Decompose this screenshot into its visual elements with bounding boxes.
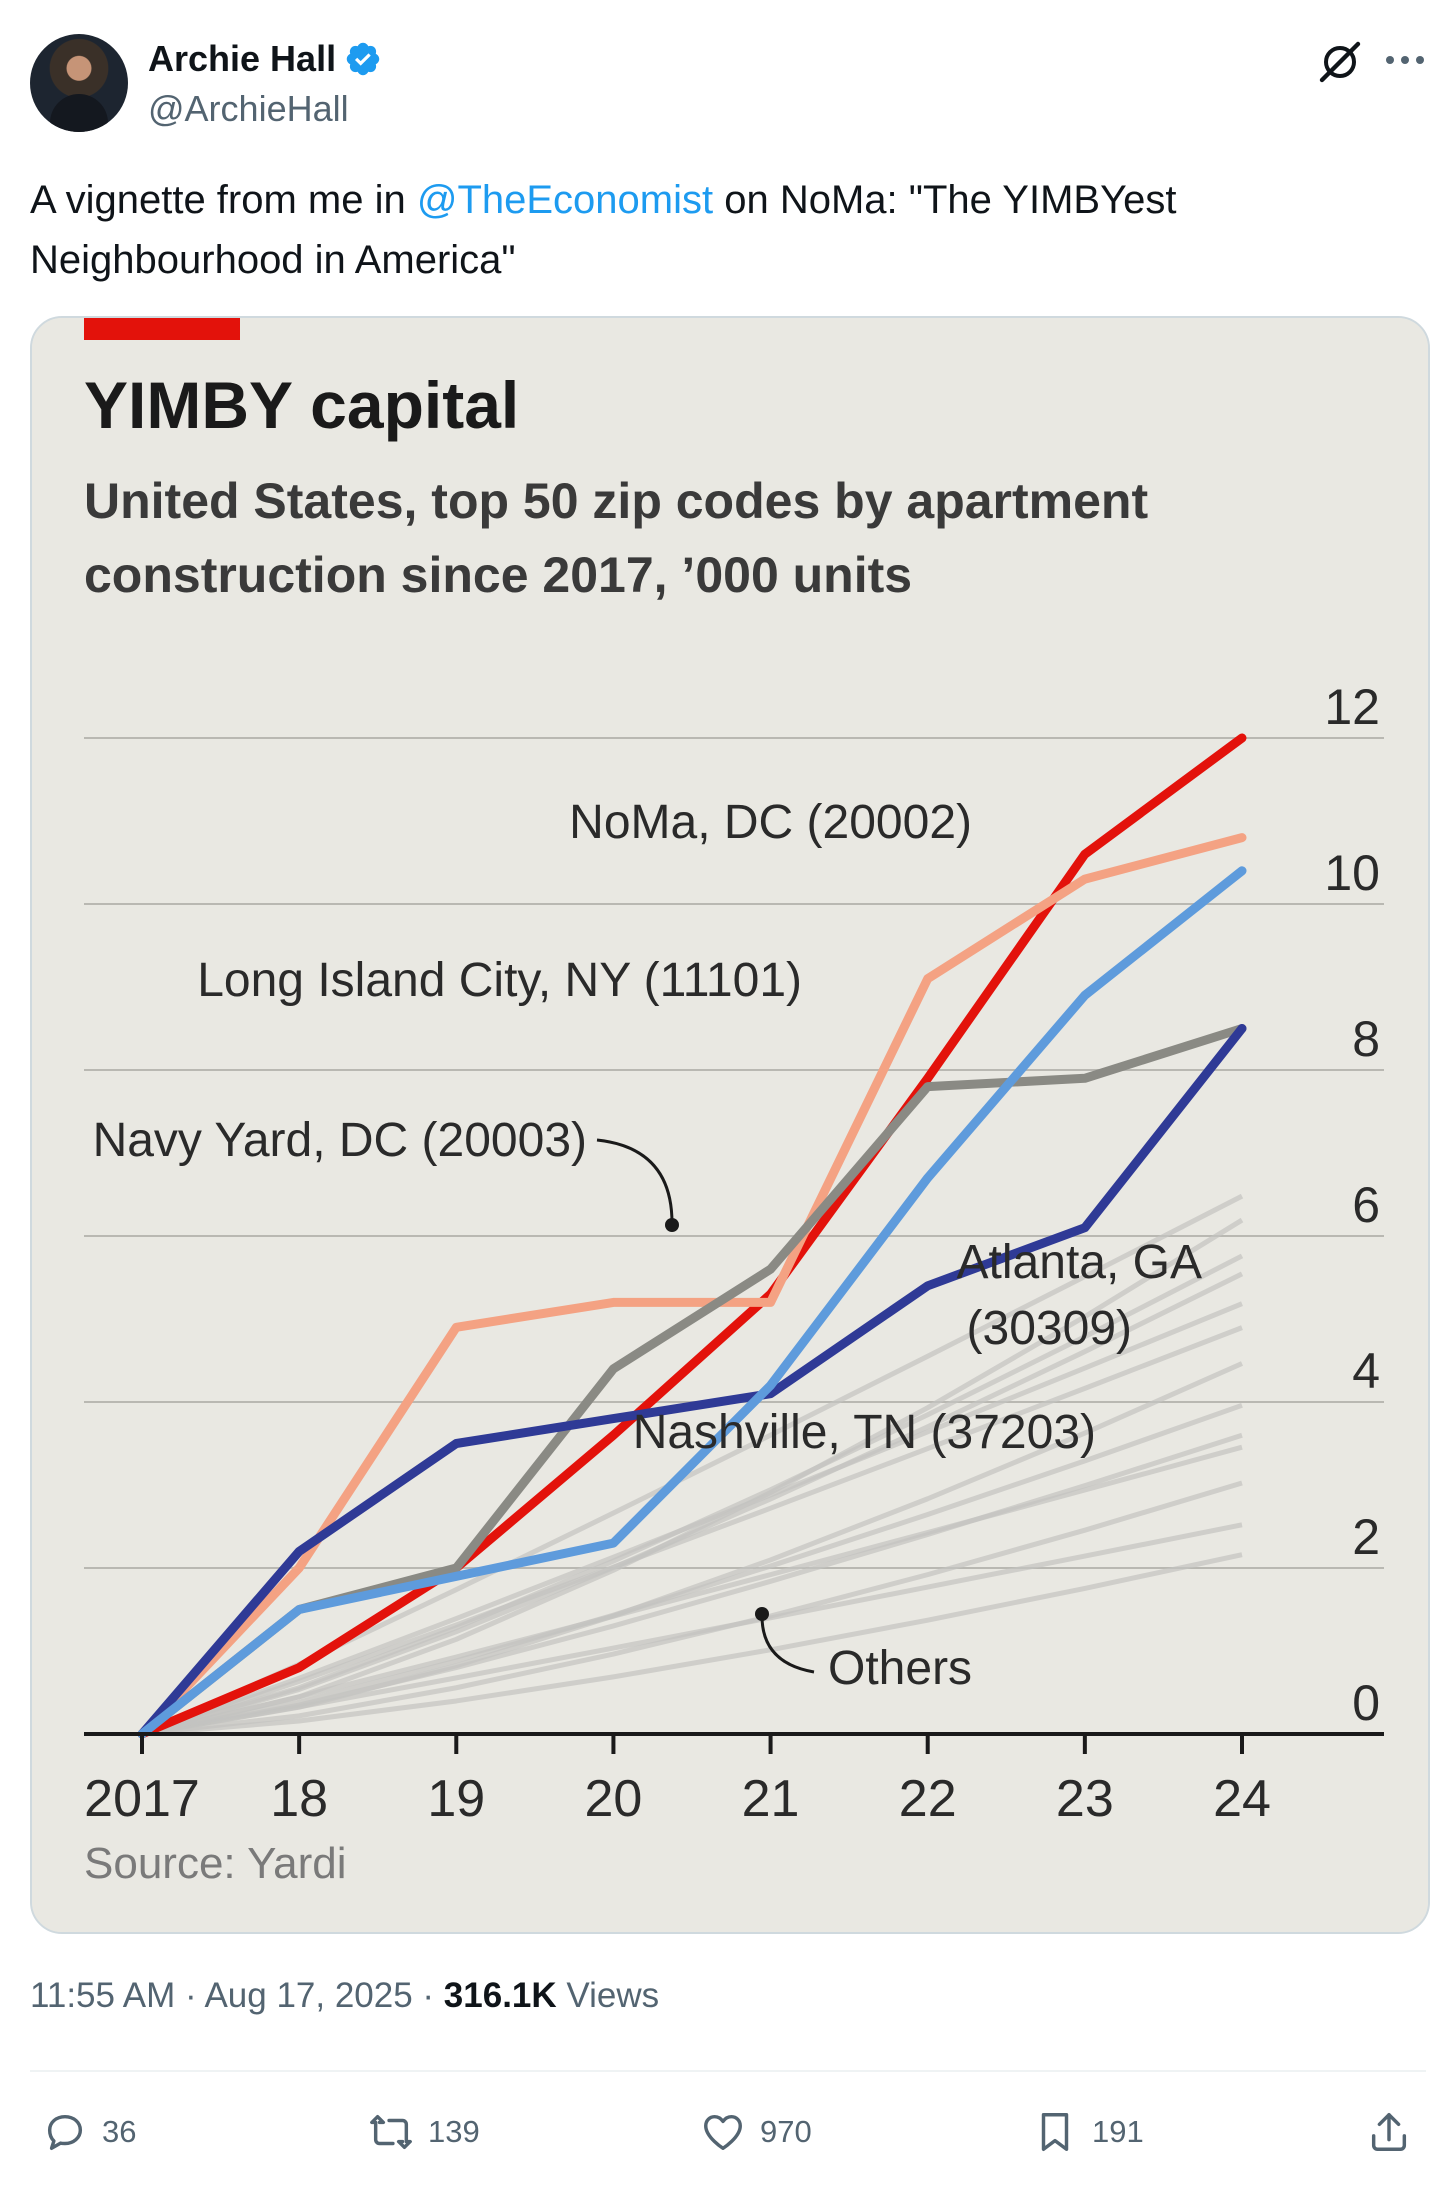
heart-icon xyxy=(704,2114,742,2151)
others-series-line xyxy=(141,1552,1243,1737)
author-handle[interactable]: @ArchieHall xyxy=(148,88,349,129)
tweet-timestamp[interactable]: 11:55 AM · Aug 17, 2025 · xyxy=(30,1976,444,2015)
reply-icon xyxy=(47,2114,83,2151)
bookmark-button[interactable]: 191 xyxy=(1032,2094,1144,2170)
reply-count: 36 xyxy=(102,2114,137,2149)
tweet-text-after: on NoMa: "The YIMBYest Neighbourhood in … xyxy=(30,178,1177,282)
y-tick-label: 2 xyxy=(1352,1509,1380,1565)
verified-badge-icon xyxy=(346,42,380,76)
chart-subtitle-line1: United States, top 50 zip codes by apart… xyxy=(84,473,1148,529)
share-button[interactable] xyxy=(1366,2094,1412,2170)
tweet-text-before: A vignette from me in xyxy=(30,178,417,222)
x-tick-label: 2017 xyxy=(84,1770,200,1828)
series-label-zip: (30309) xyxy=(967,1302,1132,1355)
tweet-meta: 11:55 AM · Aug 17, 2025 · 316.1K Views xyxy=(30,1976,659,2016)
series-label: Long Island City, NY (11101) xyxy=(197,954,802,1007)
navy-yard-leader-line xyxy=(596,1138,674,1224)
mention-link[interactable]: @TheEconomist xyxy=(416,178,714,222)
x-tick-label: 23 xyxy=(1056,1770,1114,1828)
author-name-row[interactable]: Archie Hall xyxy=(148,38,382,80)
chart-subtitle-line2: construction since 2017, ’000 units xyxy=(84,547,912,603)
x-tick-label: 18 xyxy=(270,1770,328,1828)
others-series-line xyxy=(141,1480,1243,1737)
chart-title: YIMBY capital xyxy=(84,368,519,442)
divider xyxy=(30,2070,1426,2072)
views-count: 316.1K xyxy=(443,1976,557,2015)
others-series-line xyxy=(141,1325,1243,1737)
x-tick-label: 24 xyxy=(1213,1770,1271,1828)
x-tick-label: 22 xyxy=(899,1770,957,1828)
action-bar: 36 139 970 191 xyxy=(30,2094,1426,2170)
tweet-text: A vignette from me in @TheEconomist on N… xyxy=(30,170,1420,290)
x-tick-label: 21 xyxy=(742,1770,800,1828)
share-icon xyxy=(1371,2113,1407,2151)
bookmark-count: 191 xyxy=(1092,2114,1144,2149)
repost-icon xyxy=(370,2114,412,2150)
chart: YIMBY capital United States, top 50 zip … xyxy=(32,318,1428,1932)
y-tick-label: 6 xyxy=(1352,1177,1380,1233)
avatar[interactable] xyxy=(30,34,128,132)
others-series-line xyxy=(141,1402,1243,1737)
series-label: Navy Yard, DC (20003) xyxy=(93,1114,587,1167)
series-label: Atlanta, GA xyxy=(957,1236,1202,1289)
y-tick-label: 12 xyxy=(1324,679,1380,735)
grok-icon[interactable] xyxy=(1316,38,1364,86)
tweet-media-chart[interactable]: YIMBY capital United States, top 50 zip … xyxy=(30,316,1430,1934)
like-count: 970 xyxy=(760,2114,812,2149)
series-line xyxy=(137,1024,1247,1739)
others-leader-line xyxy=(760,1615,815,1674)
like-button[interactable]: 970 xyxy=(700,2094,812,2170)
x-tick-label: 20 xyxy=(585,1770,643,1828)
series-line xyxy=(137,866,1247,1739)
views-label: Views xyxy=(556,1976,660,2015)
navy-yard-leader-dot xyxy=(665,1218,679,1232)
reply-button[interactable]: 36 xyxy=(42,2094,136,2170)
series-label: NoMa, DC (20002) xyxy=(569,796,972,849)
others-leader-dot xyxy=(755,1607,769,1621)
others-label: Others xyxy=(828,1642,972,1695)
more-options-icon[interactable] xyxy=(1380,40,1430,80)
y-tick-label: 4 xyxy=(1352,1343,1380,1399)
series-line xyxy=(137,833,1247,1739)
economist-red-bar xyxy=(84,318,240,340)
repost-count: 139 xyxy=(428,2114,480,2149)
chart-source: Source: Yardi xyxy=(84,1839,347,1888)
y-tick-label: 8 xyxy=(1352,1011,1380,1067)
bookmark-icon xyxy=(1041,2113,1069,2151)
y-tick-label: 0 xyxy=(1352,1675,1380,1731)
y-tick-label: 10 xyxy=(1324,845,1380,901)
x-tick-label: 19 xyxy=(427,1770,485,1828)
others-series-line xyxy=(141,1271,1244,1737)
others-series-line xyxy=(141,1361,1244,1737)
series-label: Nashville, TN (37203) xyxy=(633,1406,1096,1459)
author-name[interactable]: Archie Hall xyxy=(148,38,337,79)
repost-button[interactable]: 139 xyxy=(368,2094,480,2170)
others-series-line xyxy=(141,1444,1243,1737)
